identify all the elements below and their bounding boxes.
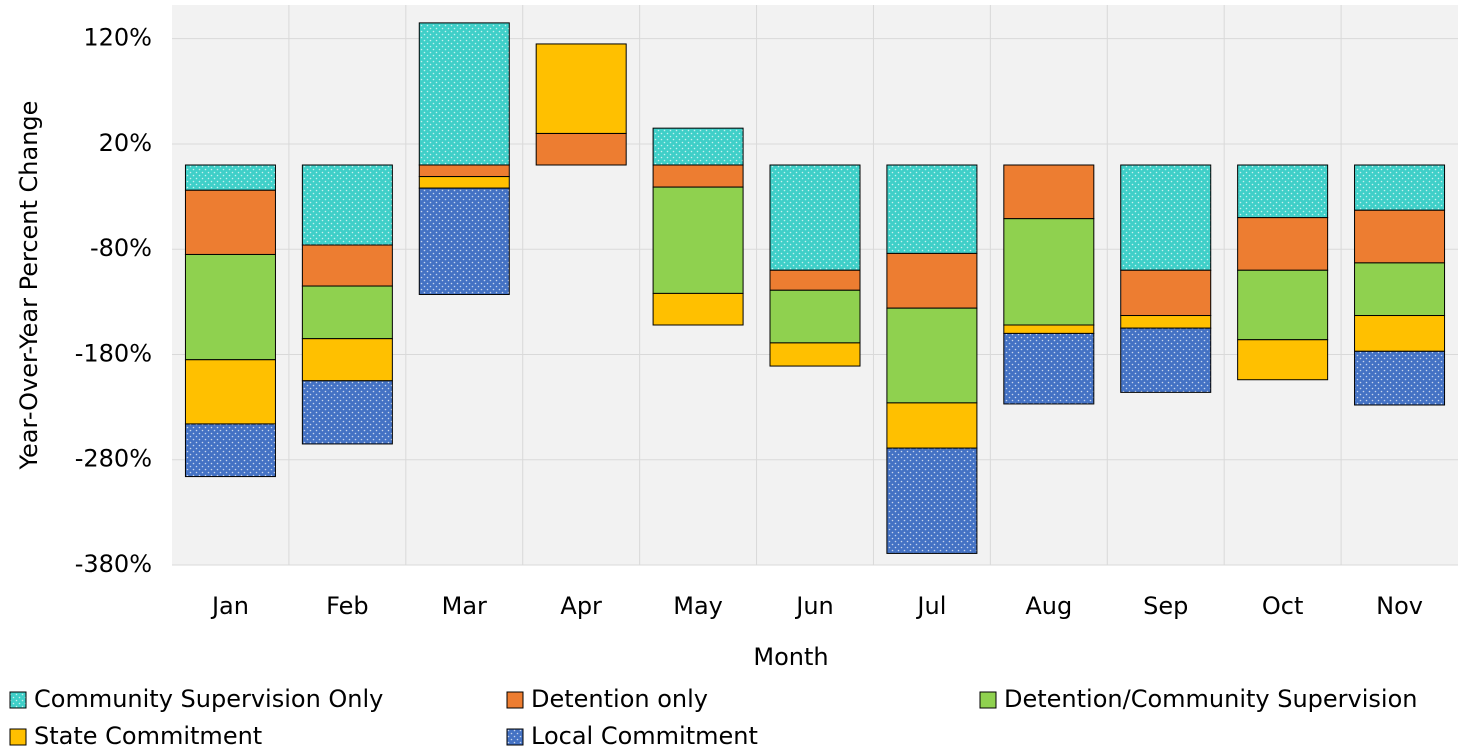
y-axis-label: Year-Over-Year Percent Change: [15, 101, 43, 471]
bar-segment: [1120, 164, 1212, 271]
bar-segment: [652, 164, 744, 188]
bar-segment: [535, 43, 627, 134]
bar-segment: [1354, 315, 1446, 352]
bar-segment: [1354, 164, 1446, 211]
x-axis-label: Month: [753, 643, 828, 671]
bar-segment: [301, 380, 393, 445]
x-tick-label: Jul: [915, 592, 946, 620]
bar-segment: [1237, 217, 1329, 271]
legend-swatch: [506, 728, 524, 746]
x-tick-label: Jan: [210, 592, 249, 620]
bar-segment: [301, 244, 393, 287]
bar-segment: [886, 447, 978, 554]
bar-segment: [1003, 164, 1095, 220]
bar-segment: [1003, 218, 1095, 326]
x-tick-label: Apr: [560, 592, 602, 620]
bar-segment: [652, 186, 744, 294]
bar-segment: [535, 132, 627, 166]
bar-segment: [886, 164, 978, 254]
bar-segment: [184, 253, 276, 361]
bar-segment: [1003, 332, 1095, 405]
bar-segment: [1237, 269, 1329, 341]
bar-segment: [1354, 350, 1446, 406]
legend-label: Local Commitment: [531, 722, 758, 750]
legend-swatch: [9, 691, 27, 709]
bar-segment: [184, 164, 276, 191]
legend-label: Detention only: [531, 685, 708, 713]
bar-segment: [886, 402, 978, 449]
legend-label: Community Supervision Only: [34, 685, 383, 713]
bar-segment: [769, 342, 861, 367]
bar-segment: [184, 359, 276, 425]
bar-segment: [886, 307, 978, 404]
bar-segment: [1354, 209, 1446, 264]
bar-segment: [652, 127, 744, 166]
y-tick-label: 20%: [99, 129, 152, 157]
bar-segment: [652, 292, 744, 326]
bar-segment: [886, 252, 978, 309]
bar-segment: [1237, 164, 1329, 219]
bar-segment: [184, 189, 276, 255]
bar-segment: [184, 423, 276, 478]
x-tick-label: Aug: [1025, 592, 1072, 620]
y-tick-label: -380%: [75, 550, 152, 578]
bar-segment: [301, 338, 393, 382]
x-tick-label: Mar: [442, 592, 487, 620]
legend-label: Detention/Community Supervision: [1004, 685, 1417, 713]
bar-segment: [769, 164, 861, 271]
bar-segment: [1354, 262, 1446, 317]
bar-segment: [769, 289, 861, 344]
y-tick-label: 120%: [83, 24, 152, 52]
legend-swatch: [9, 728, 27, 746]
bar-segment: [301, 164, 393, 246]
bar-segment: [418, 176, 510, 189]
legend-swatch: [506, 691, 524, 709]
bar-segment: [1003, 324, 1095, 334]
bar-segment: [1120, 315, 1212, 329]
x-tick-label: Oct: [1262, 592, 1304, 620]
x-tick-label: Feb: [326, 592, 369, 620]
x-tick-label: Jun: [794, 592, 834, 620]
y-tick-label: -80%: [90, 234, 152, 262]
legend-swatch: [979, 691, 997, 709]
bar-segment: [301, 285, 393, 340]
y-tick-label: -180%: [75, 339, 152, 367]
legend-label: State Commitment: [34, 722, 262, 750]
bar-segment: [418, 22, 510, 166]
y-tick-label: -280%: [75, 445, 152, 473]
bar-segment: [1120, 269, 1212, 317]
bar-segment: [418, 187, 510, 295]
x-tick-label: May: [673, 592, 723, 620]
x-tick-label: Nov: [1376, 592, 1423, 620]
x-tick-label: Sep: [1143, 592, 1188, 620]
bar-segment: [769, 269, 861, 291]
bar-segment: [1237, 339, 1329, 381]
bar-segment: [418, 164, 510, 178]
bar-segment: [1120, 327, 1212, 393]
